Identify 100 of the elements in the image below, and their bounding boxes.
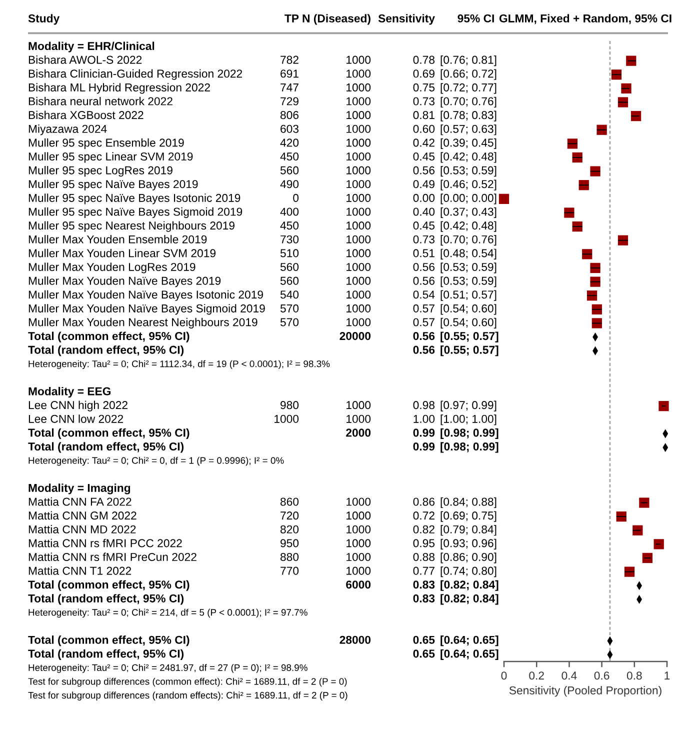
text: 820 bbox=[280, 525, 299, 534]
point bbox=[624, 566, 635, 577]
text: Mattia CNN MD 2022 bbox=[28, 525, 136, 534]
text: 0.49 bbox=[413, 180, 434, 188]
text: 1000 bbox=[346, 304, 371, 312]
text: [0.37; 0.43] bbox=[440, 207, 496, 218]
category-label: Sensitivity bbox=[378, 14, 435, 25]
text: 950 bbox=[280, 539, 299, 548]
text: Bishara XGBoost 2022 bbox=[28, 110, 144, 120]
text: 400 bbox=[280, 208, 299, 216]
text: 490 bbox=[280, 180, 299, 188]
text: Total (random effect, 95% CI) bbox=[28, 649, 184, 660]
text: 560 bbox=[280, 166, 299, 174]
text: 770 bbox=[280, 566, 299, 575]
text: [0.72; 0.77] bbox=[440, 83, 496, 94]
text: Muller Max Youden Nearest Neighbours 2019 bbox=[28, 318, 258, 329]
text: 1000 bbox=[346, 525, 371, 534]
text: Test for subgroup differences (common effect): Chi² = 1689.11, df = 2 (P = 0) bbox=[28, 678, 347, 687]
text: Total (common effect, 95% CI) bbox=[28, 428, 190, 439]
text: 691 bbox=[280, 70, 298, 78]
text: 0.77 bbox=[413, 566, 434, 575]
text: [0.57; 0.63] bbox=[440, 124, 496, 136]
text: 1000 bbox=[346, 276, 371, 285]
text: Heterogeneity: Tau² = 0; Chi² = 2481.97, df = 27 (P = 0); I² = 98.9% bbox=[28, 664, 308, 673]
text: [0.53; 0.59] bbox=[440, 166, 496, 177]
text: 0.40 bbox=[413, 208, 435, 216]
text: [0.78; 0.83] bbox=[440, 110, 496, 122]
text: 1000 bbox=[346, 194, 371, 202]
text: 860 bbox=[280, 498, 299, 506]
text: 0.82 bbox=[413, 525, 434, 534]
text: 560 bbox=[280, 262, 299, 272]
text: 2000 bbox=[346, 428, 371, 437]
text: 570 bbox=[280, 318, 299, 326]
text: [0.54; 0.60] bbox=[440, 318, 496, 329]
category-label: 95% CI bbox=[458, 14, 494, 22]
text: 510 bbox=[280, 249, 299, 258]
text: 0.56 bbox=[413, 346, 435, 354]
text: [1.00; 1.00] bbox=[440, 414, 496, 426]
text: 420 bbox=[280, 138, 299, 147]
text: 720 bbox=[280, 512, 299, 520]
text: 0.54 bbox=[413, 290, 435, 299]
text: 1000 bbox=[346, 414, 371, 423]
text: 0.51 bbox=[413, 249, 434, 258]
point bbox=[590, 262, 600, 274]
text: 1000 bbox=[346, 208, 371, 216]
text: [0.55; 0.57] bbox=[440, 346, 498, 356]
text: 0.86 bbox=[413, 498, 434, 506]
text: 570 bbox=[280, 304, 299, 312]
point bbox=[596, 124, 607, 135]
text: 0.81 bbox=[413, 111, 434, 120]
text: Muller Max Youden LogRes 2019 bbox=[28, 262, 196, 274]
point bbox=[590, 276, 600, 287]
text: 880 bbox=[280, 552, 299, 562]
text: [0.48; 0.54] bbox=[440, 248, 496, 260]
text: 0.98 bbox=[413, 401, 435, 410]
x-tick-label: 1 bbox=[664, 672, 670, 680]
text: 0.45 bbox=[413, 152, 435, 161]
point bbox=[639, 498, 650, 508]
text: 1000 bbox=[346, 566, 371, 575]
text: Heterogeneity: Tau² = 0; Chi² = 214, df = 5 (P < 0.0001); I² = 97.7% bbox=[28, 608, 308, 618]
text: Muller 95 spec Naïve Bayes 2019 bbox=[28, 180, 198, 190]
x-axis-title: Sensitivity (Pooled Proportion) bbox=[509, 686, 662, 697]
text: 1000 bbox=[346, 249, 371, 258]
point bbox=[567, 138, 578, 149]
x-tick-label: 0.6 bbox=[594, 672, 610, 680]
text: 0.83 bbox=[413, 594, 435, 602]
point bbox=[498, 194, 510, 204]
text: 1000 bbox=[346, 318, 371, 326]
text: [0.64; 0.65] bbox=[440, 649, 498, 660]
text: 540 bbox=[280, 290, 299, 299]
text: Test for subgroup differences (random effects): Chi² = 1689.11, df = 2 (P = 0) bbox=[28, 692, 348, 700]
text: 729 bbox=[280, 97, 298, 106]
text: 603 bbox=[280, 124, 298, 133]
text: [0.54; 0.60] bbox=[440, 304, 496, 315]
text: [0.76; 0.81] bbox=[440, 56, 496, 66]
text: 1.00 bbox=[414, 414, 435, 423]
text: 0.95 bbox=[413, 539, 435, 548]
text: 1000 bbox=[346, 138, 371, 147]
text: [0.64; 0.65] bbox=[440, 636, 498, 646]
text: 806 bbox=[280, 111, 298, 120]
point bbox=[621, 83, 632, 94]
text: 1000 bbox=[346, 124, 371, 133]
text: 1000 bbox=[346, 512, 371, 520]
point bbox=[626, 56, 636, 66]
text: 0 bbox=[293, 194, 299, 202]
category-label: TP bbox=[284, 14, 299, 22]
text: 0.69 bbox=[413, 70, 434, 78]
text: 0.45 bbox=[413, 222, 435, 230]
text: Total (random effect, 95% CI) bbox=[28, 442, 184, 453]
text: 747 bbox=[280, 84, 298, 92]
text: [0.86; 0.90] bbox=[440, 552, 496, 564]
text: 0.57 bbox=[413, 304, 434, 312]
text: 0.99 bbox=[413, 428, 435, 437]
x-tick-label: 0.2 bbox=[529, 672, 544, 680]
text: 0.60 bbox=[413, 124, 435, 133]
text: 560 bbox=[280, 276, 299, 285]
text: 0.57 bbox=[413, 318, 434, 326]
text: Bishara neural network 2022 bbox=[28, 96, 172, 106]
point bbox=[632, 525, 643, 536]
point bbox=[586, 290, 598, 301]
